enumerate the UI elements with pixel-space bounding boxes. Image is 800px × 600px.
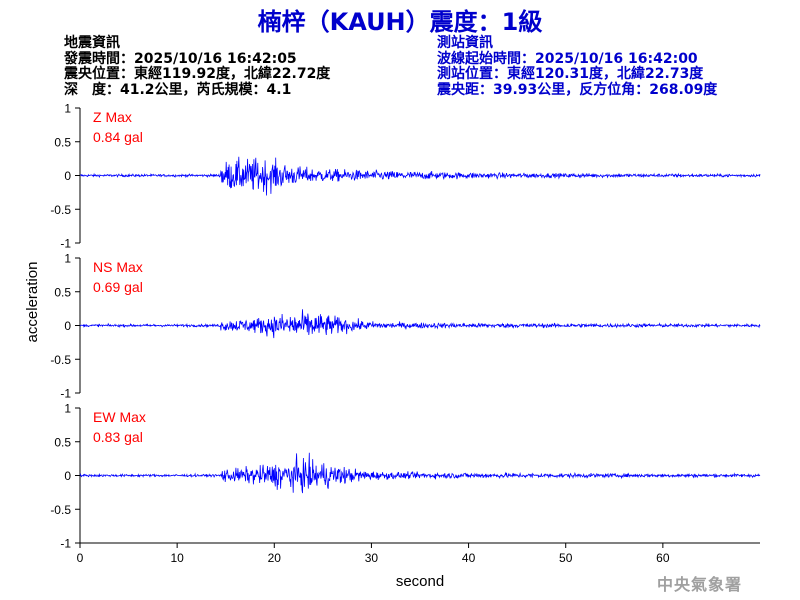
watermark: 中央氣象署 xyxy=(657,575,743,594)
earthquake-info-heading: 地震資訊 xyxy=(64,35,120,51)
station-info-heading: 測站資訊 xyxy=(437,35,493,51)
origin-time: 發震時間：2025/10/16 16:42:05 xyxy=(64,50,297,67)
series-name-label: Z Max xyxy=(93,109,132,125)
y-tick-label: 0 xyxy=(64,169,71,183)
x-tick-label: 40 xyxy=(462,551,476,565)
y-tick-label: 1 xyxy=(64,402,71,416)
y-tick-label: 0.5 xyxy=(54,135,71,149)
y-tick-label: 0 xyxy=(64,319,71,333)
series-name-label: EW Max xyxy=(93,409,146,425)
x-tick-label: 30 xyxy=(365,551,379,565)
x-tick-label: 0 xyxy=(77,551,84,565)
waveform-trace xyxy=(79,309,761,339)
waveform-trace xyxy=(79,156,761,196)
series-max-label: 0.69 gal xyxy=(93,279,143,295)
y-tick-label: -0.5 xyxy=(50,353,71,367)
y-tick-label: -1 xyxy=(60,387,71,401)
x-tick-label: 50 xyxy=(559,551,573,565)
depth-magnitude: 深 度：41.2公里，芮氏規模：4.1 xyxy=(64,81,292,98)
y-tick-label: -0.5 xyxy=(50,203,71,217)
station-info: 測站資訊 波線起始時間：2025/10/16 16:42:00 測站位置：東經1… xyxy=(437,35,718,98)
y-tick-label: -1 xyxy=(60,537,71,551)
y-tick-label: 0.5 xyxy=(54,285,71,299)
series-max-label: 0.84 gal xyxy=(93,129,143,145)
epicenter: 震央位置：東經119.92度，北緯22.72度 xyxy=(64,66,331,82)
y-tick-label: -1 xyxy=(60,237,71,251)
y-axis-title: acceleration xyxy=(24,262,41,343)
x-tick-label: 20 xyxy=(268,551,282,565)
x-tick-label: 60 xyxy=(656,551,670,565)
x-axis-title: second xyxy=(396,573,444,590)
series-name-label: NS Max xyxy=(93,259,143,275)
waveform-trace xyxy=(79,452,761,494)
y-tick-label: 0 xyxy=(64,469,71,483)
station-location: 測站位置：東經120.31度，北緯22.73度 xyxy=(437,66,704,82)
earthquake-info: 地震資訊 發震時間：2025/10/16 16:42:05 震央位置：東經119… xyxy=(64,35,331,98)
y-tick-label: 1 xyxy=(64,102,71,116)
y-tick-label: 0.5 xyxy=(54,435,71,449)
y-tick-label: -0.5 xyxy=(50,503,71,517)
chart-title: 楠梓（KAUH）震度：1級 xyxy=(257,8,543,36)
series-max-label: 0.83 gal xyxy=(93,429,143,445)
y-tick-label: 1 xyxy=(64,252,71,266)
x-tick-label: 10 xyxy=(170,551,184,565)
waveform-start: 波線起始時間：2025/10/16 16:42:00 xyxy=(437,50,698,67)
distance-azimuth: 震央距：39.93公里，反方位角：268.09度 xyxy=(437,81,718,98)
